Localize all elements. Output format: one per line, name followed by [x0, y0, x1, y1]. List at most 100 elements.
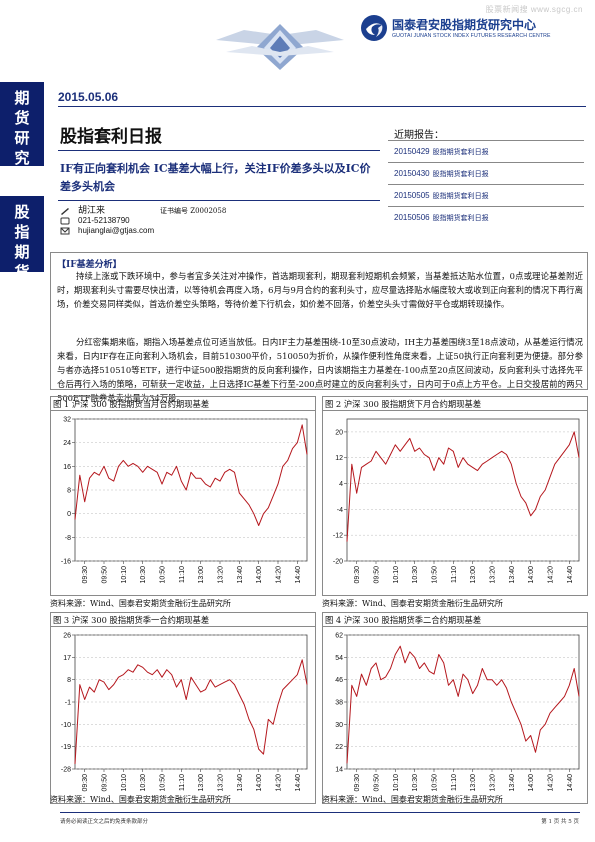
figure-4: 图 4 沪深 300 股指期货季二合约期现基差 14 22 30 38 46 54 62 09… [322, 612, 588, 804]
list-item[interactable]: 20150505 股指期货套利日报 [388, 184, 584, 206]
y-tick-label: -8 [65, 535, 71, 542]
report-subtitle: IF有正向套利机会 IC基差大幅上行，关注IF价差多头以及IC价差多头机会 [60, 162, 371, 193]
x-tick-label: 13:00 [470, 566, 477, 584]
x-tick-label: 10:50 [160, 774, 167, 792]
x-tick-label: 10:30 [412, 774, 419, 792]
report-date: 20150430 [394, 169, 430, 178]
x-tick-label: 10:50 [432, 566, 439, 584]
side-label-char: 研 [14, 129, 30, 147]
x-tick-label: 10:30 [412, 566, 419, 584]
chart-basis-next-month: -20 -12 -4 4 12 20 09:30 09:50 10:10 10:30 10:50 11… [333, 418, 580, 584]
y-tick-label: -28 [61, 767, 71, 774]
watermark-text: 股票新闻搜 www.sgcg.cn [485, 5, 583, 14]
x-tick-label: 13:20 [490, 566, 497, 584]
recent-reports-list: 20150429 股指期货套利日报 20150430 股指期货套利日报 201505… [388, 140, 584, 228]
x-tick-label: 13:40 [237, 566, 244, 584]
x-tick-label: 13:40 [237, 774, 244, 792]
analysis-paragraph: 持续上涨或下跌环境中，参与者宜多关注对冲操作，首选期现套利，期现套利短期机会频繁… [57, 271, 583, 309]
y-tick-label: 4 [339, 481, 343, 488]
pen-icon [61, 208, 69, 215]
list-item[interactable]: 20150429 股指期货套利日报 [388, 140, 584, 162]
plot-frame [346, 418, 580, 562]
figure-1: 图 1 沪深 300 股指期货当月合约期现基差 -16 -8 0 8 16 24 32 09:… [50, 396, 316, 596]
figure-title: 图 2 沪深 300 股指期货下月合约期现基差 [323, 397, 587, 411]
report-name: 股指期货套利日报 [432, 192, 489, 200]
list-item[interactable]: 20150506 股指期货套利日报 [388, 206, 584, 228]
y-tick-label: -20 [333, 559, 343, 566]
company-name-cn: 国泰君安股指期货研究中心 [392, 18, 537, 32]
report-date: 2015.05.06 [58, 90, 119, 104]
x-tick-label: 13:20 [218, 774, 225, 792]
x-tick-label: 13:40 [509, 566, 516, 584]
x-tick-label: 11:10 [451, 774, 458, 791]
chart-basis-current-month: -16 -8 0 8 16 24 32 09:30 09:50 10:10 10:30 10:50 11… [61, 417, 308, 584]
page-title: 股指套利日报 [60, 127, 162, 147]
y-tick-label: 24 [63, 440, 71, 447]
x-tick-label: 10:50 [432, 774, 439, 792]
y-tick-label: 12 [335, 455, 343, 462]
side-label-char: 期 [14, 89, 30, 107]
series-line [346, 431, 580, 542]
y-tick-label: 20 [335, 429, 343, 436]
figure-title: 图 3 沪深 300 股指期货季一合约期现基差 [51, 613, 315, 627]
author-name: 胡江来 [78, 206, 106, 216]
author-email[interactable]: hujianglai@gtjas.com [78, 226, 155, 235]
x-tick-label: 09:30 [354, 566, 361, 584]
x-tick-label: 09:50 [102, 566, 109, 584]
phone-icon [60, 217, 70, 225]
side-label-char: 货 [14, 263, 30, 281]
side-label-category: 股 指 期 货 [0, 196, 44, 281]
y-tick-label: 0 [67, 511, 71, 518]
side-label-char: 货 [14, 109, 30, 127]
series-line [346, 645, 580, 764]
x-tick-label: 10:50 [160, 566, 167, 584]
x-tick-label: 09:50 [374, 774, 381, 792]
y-tick-label: 46 [335, 677, 343, 684]
y-tick-label: -16 [61, 559, 71, 566]
y-tick-label: -10 [61, 722, 71, 729]
x-tick-label: 10:30 [140, 774, 147, 792]
side-label-char: 指 [14, 223, 30, 241]
cert-label: 证书编号 [160, 207, 188, 215]
x-tick-label: 14:00 [528, 566, 535, 584]
x-tick-label: 14:00 [256, 566, 263, 584]
x-tick-label: 14:40 [567, 774, 574, 792]
x-tick-label: 13:40 [509, 774, 516, 792]
y-tick-label: 38 [335, 700, 343, 707]
x-tick-label: 11:10 [179, 774, 186, 791]
cert-number: 证书编号 Z0002058 [160, 206, 226, 216]
x-tick-label: 10:10 [121, 774, 128, 792]
x-tick-label: 14:00 [528, 774, 535, 792]
figure-source: 资料来源：Wind、国泰君安期货金融衍生品研究所 [322, 795, 503, 804]
x-tick-label: 10:30 [140, 566, 147, 584]
chart-basis-quarter-one: -28 -19 -10 -1 8 17 26 09:30 09:50 10:10 10:30 10:5… [61, 633, 308, 792]
x-tick-label: 09:50 [374, 566, 381, 584]
y-tick-label: 14 [335, 767, 343, 774]
x-tick-label: 14:40 [295, 566, 302, 584]
x-tick-label: 14:20 [276, 566, 283, 584]
y-tick-label: 17 [63, 655, 71, 662]
x-tick-label: 13:20 [490, 774, 497, 792]
author-block: 胡江来 证书编号 Z0002058 021-52138790 hujiangla… [60, 206, 380, 236]
list-item[interactable]: 20150430 股指期货套利日报 [388, 162, 584, 184]
author-phone: 021-52138790 [78, 216, 130, 225]
figure-title: 图 1 沪深 300 股指期货当月合约期现基差 [51, 397, 315, 411]
side-label-research: 期 货 研 究 [0, 82, 44, 167]
report-name: 股指期货套利日报 [432, 148, 489, 156]
figure-2: 图 2 沪深 300 股指期货下月合约期现基差 -20 -12 -4 4 12 20 09:… [322, 396, 588, 596]
x-tick-label: 13:00 [198, 774, 205, 792]
figure-3: 图 3 沪深 300 股指期货季一合约期现基差 -28 -19 -10 -1 8 17 26… [50, 612, 316, 804]
x-tick-label: 14:40 [295, 774, 302, 792]
x-tick-label: 10:10 [393, 566, 400, 584]
report-name: 股指期货套利日报 [432, 214, 489, 222]
y-tick-label: 54 [335, 655, 343, 662]
subtitle-divider [58, 200, 380, 201]
side-label-char: 期 [14, 243, 30, 261]
x-tick-label: 14:40 [567, 566, 574, 584]
x-tick-label: 09:50 [102, 774, 109, 792]
cert-value: Z0002058 [190, 207, 227, 215]
x-tick-label: 14:00 [256, 774, 263, 792]
section-heading: 【IF基差分析】 [57, 260, 122, 270]
x-tick-label: 13:00 [198, 566, 205, 584]
company-logo: 国泰君安股指期货研究中心 GUOTAI JUNAN STOCK INDEX FU… [360, 14, 590, 46]
